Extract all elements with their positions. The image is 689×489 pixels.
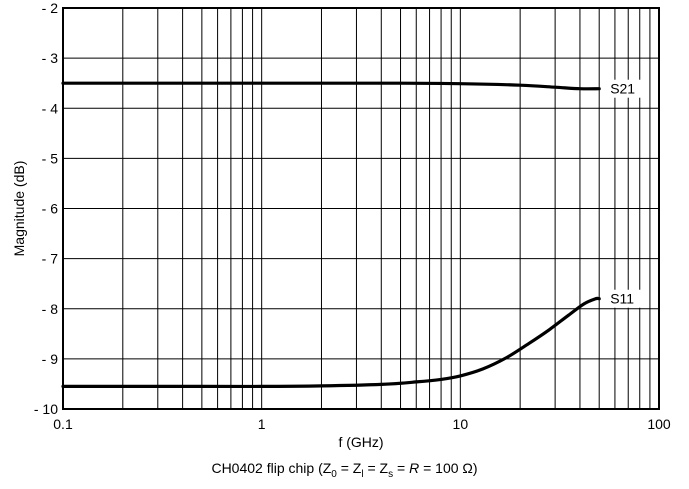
- y-tick-label: - 5: [42, 150, 59, 166]
- caption-subscript: s: [388, 468, 394, 480]
- y-tick-label: - 4: [42, 100, 59, 116]
- plot-frame: [62, 7, 660, 410]
- y-tick-label: - 6: [42, 201, 59, 217]
- caption-text: = 100 Ω): [419, 460, 478, 476]
- chart-caption: CH0402 flip chip (Z0 = Zl = Zs = R = 100…: [0, 460, 689, 480]
- series-label-s21: S21: [610, 81, 635, 97]
- x-tick-label: 1: [258, 416, 266, 432]
- caption-subscript: 0: [331, 468, 337, 480]
- series-label-s11: S11: [610, 291, 634, 307]
- x-tick-labels: 0.1 1 10 100: [53, 416, 671, 432]
- series-line-s11: [61, 296, 601, 389]
- caption-italic: R: [409, 460, 420, 476]
- y-tick-label: - 8: [42, 301, 59, 317]
- x-tick-label: 10: [453, 416, 469, 432]
- caption-text: = Z: [336, 460, 362, 476]
- y-tick-label: - 7: [42, 251, 59, 267]
- y-tick-labels: - 2 - 3 - 4 - 5 - 6 - 7 - 8 - 9 - 10: [34, 0, 58, 417]
- x-axis-title: f (GHz): [338, 434, 383, 450]
- x-tick-label: 100: [647, 416, 671, 432]
- series-label-bg: [606, 79, 647, 98]
- caption-subscript: l: [361, 468, 364, 480]
- caption-text: =: [393, 460, 410, 476]
- series-label-bg: [606, 289, 647, 308]
- grid-lines: [63, 8, 659, 409]
- y-tick-label: - 2: [42, 0, 59, 16]
- y-axis-title: Magnitude (dB): [11, 161, 27, 257]
- series-labels: S21 S11: [606, 79, 647, 308]
- data-curves: [61, 81, 601, 389]
- x-tick-label: 0.1: [53, 416, 73, 432]
- y-tick-label: - 10: [34, 401, 58, 417]
- caption-text: = Z: [363, 460, 389, 476]
- y-tick-label: - 9: [42, 351, 59, 367]
- series-line-s21: [61, 81, 601, 91]
- y-tick-label: - 3: [42, 50, 59, 66]
- caption-text: CH0402 flip chip (Z: [211, 460, 332, 476]
